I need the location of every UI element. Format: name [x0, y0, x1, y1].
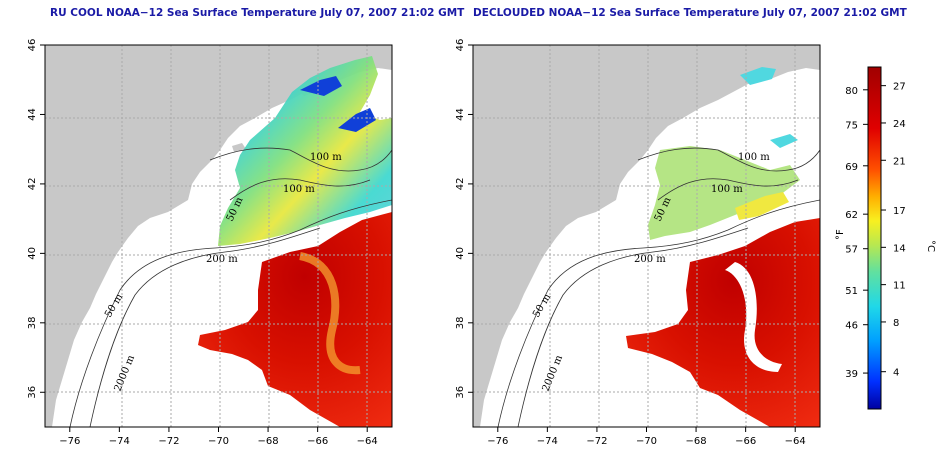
colorbar-fahrenheit-tick-label: 51 — [845, 286, 858, 297]
contour-label-100m-b: 100 m — [283, 184, 315, 195]
left-lat-tick-label: 40 — [27, 247, 38, 260]
left-lat-tick-label: 38 — [27, 316, 38, 329]
colorbar-fahrenheit-tick-label: 75 — [845, 120, 858, 131]
land-mass — [45, 45, 392, 427]
right-lon-tick-label: −72 — [586, 436, 607, 447]
left-lat-tick-label: 46 — [27, 39, 38, 52]
right-lat-tick-label: 40 — [455, 247, 466, 260]
left-lat-tick-label: 42 — [27, 178, 38, 191]
left-map — [45, 45, 392, 427]
colorbar-celsius-tick-label: 24 — [893, 119, 906, 130]
right-lat-tick-label: 42 — [455, 178, 466, 191]
right-map — [473, 45, 820, 427]
sst-warm-region — [626, 218, 820, 427]
right-lon-tick-label: −70 — [636, 436, 657, 447]
map-gridlines — [45, 45, 392, 427]
contour-label-100m-a: 100 m — [310, 152, 342, 163]
right-lat-tick-label: 44 — [455, 108, 466, 121]
right-panel-title: DECLOUDED NOAA−12 Sea Surface Temperatur… — [473, 7, 907, 19]
colorbar-celsius-tick-label: 27 — [893, 82, 906, 93]
colorbar-fahrenheit-tick-label: 57 — [845, 245, 858, 256]
left-panel-title: RU COOL NOAA−12 Sea Surface Temperature … — [50, 7, 465, 19]
bathymetry-contours — [497, 147, 820, 427]
colorbar-label-fahrenheit: °F — [835, 229, 846, 240]
colorbar-celsius-tick-label: 17 — [893, 206, 906, 217]
left-lat-tick-label: 44 — [27, 108, 38, 121]
map-axis-ticks: −76 −74 −72 −70 −68 −66 −64 36 38 40 42 44 46 −76 −74 −… — [27, 39, 806, 447]
right-lat-tick-label: 38 — [455, 316, 466, 329]
left-lon-tick-label: −66 — [307, 436, 328, 447]
colorbar-label-celsius: °C — [925, 240, 936, 252]
left-lon-tick-label: −64 — [357, 436, 378, 447]
sst-eddy-gap — [725, 262, 782, 372]
left-lon-tick-label: −72 — [158, 436, 179, 447]
sst-warm-region — [198, 212, 392, 427]
land-mass — [473, 45, 820, 427]
sst-eddy — [299, 252, 361, 375]
sst-cool-region — [218, 56, 392, 246]
colorbar-celsius-tick-label: 11 — [893, 281, 906, 292]
contour-label-200m: 200 m — [206, 254, 238, 265]
bathymetry-contours — [69, 147, 392, 427]
left-lon-tick-label: −76 — [59, 436, 80, 447]
left-lon-tick-label: −68 — [258, 436, 279, 447]
colorbar-celsius-tick-label: 4 — [893, 368, 899, 379]
left-lon-tick-label: −70 — [208, 436, 229, 447]
left-lat-tick-label: 36 — [27, 386, 38, 399]
right-lon-tick-label: −74 — [537, 436, 558, 447]
colorbar-fahrenheit-tick-label: 39 — [845, 369, 858, 380]
colorbar-fahrenheit-tick-label: 62 — [845, 210, 858, 221]
colorbar-fahrenheit-tick-label: 69 — [845, 162, 858, 173]
sst-yellow-patch — [735, 192, 789, 220]
right-lon-tick-label: −76 — [487, 436, 508, 447]
colorbar-celsius-tick-label: 21 — [893, 156, 906, 167]
colorbar-celsius-tick-label: 14 — [893, 243, 906, 254]
sst-cyan-patch — [740, 67, 798, 148]
colorbar-fahrenheit-tick-label: 46 — [845, 321, 858, 332]
right-lat-tick-label: 36 — [455, 386, 466, 399]
left-lon-tick-label: −74 — [109, 436, 130, 447]
right-lon-tick-label: −64 — [785, 436, 806, 447]
colorbar-celsius-tick-label: 8 — [893, 318, 899, 329]
right-lat-tick-label: 46 — [455, 39, 466, 52]
contour-label-200m: 200 m — [634, 254, 666, 265]
right-lon-tick-label: −66 — [735, 436, 756, 447]
colorbar — [867, 66, 882, 410]
colorbar-fahrenheit-tick-label: 80 — [845, 86, 858, 97]
contour-label-100m-b: 100 m — [711, 184, 743, 195]
colorbar-ticks: 27 24 21 17 14 11 8 4 80 75 69 62 57 51 46 39 — [845, 82, 905, 380]
contour-label-100m-a: 100 m — [738, 152, 770, 163]
right-lon-tick-label: −68 — [686, 436, 707, 447]
